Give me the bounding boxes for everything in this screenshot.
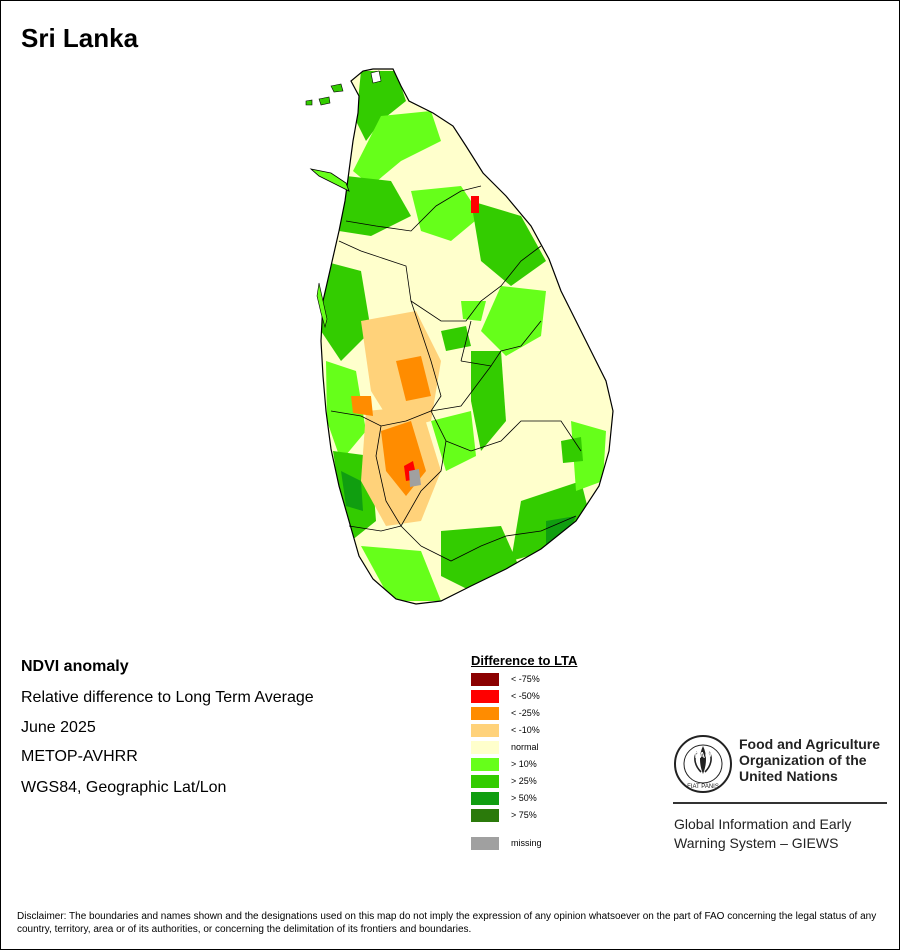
fao-logo-text: FAO <box>695 751 711 760</box>
patch-north-2 <box>353 111 441 186</box>
disclaimer: Disclaimer: The boundaries and names sho… <box>17 911 877 935</box>
legend-swatch <box>471 707 499 720</box>
legend-swatch <box>471 837 499 850</box>
system-name-line: Global Information and Early <box>674 816 852 832</box>
legend-label: > 10% <box>511 759 537 769</box>
patch-west-2 <box>326 361 366 461</box>
patch-west-4 <box>341 471 363 511</box>
patch-east-1 <box>471 201 546 286</box>
legend-swatch <box>471 673 499 686</box>
legend-swatch <box>471 741 499 754</box>
patch-speckle-1 <box>441 326 471 351</box>
legend-label: > 50% <box>511 793 537 803</box>
jaffna-islet-3 <box>305 99 313 106</box>
legend-swatch <box>471 758 499 771</box>
patch-north-west <box>339 176 411 236</box>
patch-speckle-5 <box>561 437 583 463</box>
fao-logo: FAO FIAT PANIS <box>674 735 732 793</box>
organization-name: Food and Agriculture Organization of the… <box>739 736 880 784</box>
legend-label: < -10% <box>511 725 540 735</box>
info-line: WGS84, Geographic Lat/Lon <box>21 779 227 796</box>
legend-swatch <box>471 690 499 703</box>
legend-label: normal <box>511 742 539 752</box>
jaffna-islet-1 <box>330 83 344 93</box>
patch-speckle-4 <box>471 196 479 213</box>
jaffna-lagoon <box>370 70 382 84</box>
island-outline <box>320 68 614 605</box>
anomaly-patches <box>321 71 606 601</box>
map-title: Sri Lanka <box>21 23 139 53</box>
info-line: METOP-AVHRR <box>21 748 138 765</box>
info-heading: NDVI anomaly <box>21 658 129 675</box>
legend-swatch <box>471 724 499 737</box>
legend-swatch <box>471 809 499 822</box>
patch-west-1 <box>321 261 371 361</box>
legend-label: < -75% <box>511 674 540 684</box>
legend-label: missing <box>511 838 542 848</box>
patch-south-1 <box>361 546 441 601</box>
organization-name-line: United Nations <box>739 768 838 784</box>
ndvi-anomaly-map <box>305 68 614 605</box>
legend-swatch <box>471 792 499 805</box>
divider <box>673 802 887 804</box>
legend-label: < -50% <box>511 691 540 701</box>
system-name: Global Information and Early Warning Sys… <box>674 815 851 853</box>
patch-central-green <box>431 411 476 471</box>
legend-label: > 25% <box>511 776 537 786</box>
patch-central-missing <box>409 469 421 487</box>
jaffna-islet-2 <box>318 96 331 106</box>
fao-logo-motto: FIAT PANIS <box>687 784 719 790</box>
patch-east-2 <box>481 286 546 356</box>
patch-central-4 <box>396 356 431 401</box>
province-boundaries <box>330 185 582 562</box>
legend-label: < -25% <box>511 708 540 718</box>
patch-speckle-3 <box>351 396 373 416</box>
organization-name-line: Food and Agriculture <box>739 736 881 752</box>
mannar-island <box>309 168 350 192</box>
legend-swatch <box>471 775 499 788</box>
legend-label: > 75% <box>511 810 537 820</box>
patch-north-central <box>411 186 481 241</box>
info-line: Relative difference to Long Term Average <box>21 689 314 706</box>
patch-north <box>356 71 406 141</box>
patch-east-3 <box>471 351 506 451</box>
system-name-line: Warning System – GIEWS <box>674 835 839 851</box>
organization-name-line: Organization of the <box>739 752 867 768</box>
kalpitiya-spit <box>316 282 328 329</box>
legend-title: Difference to LTA <box>471 653 578 668</box>
info-line: June 2025 <box>21 719 96 736</box>
